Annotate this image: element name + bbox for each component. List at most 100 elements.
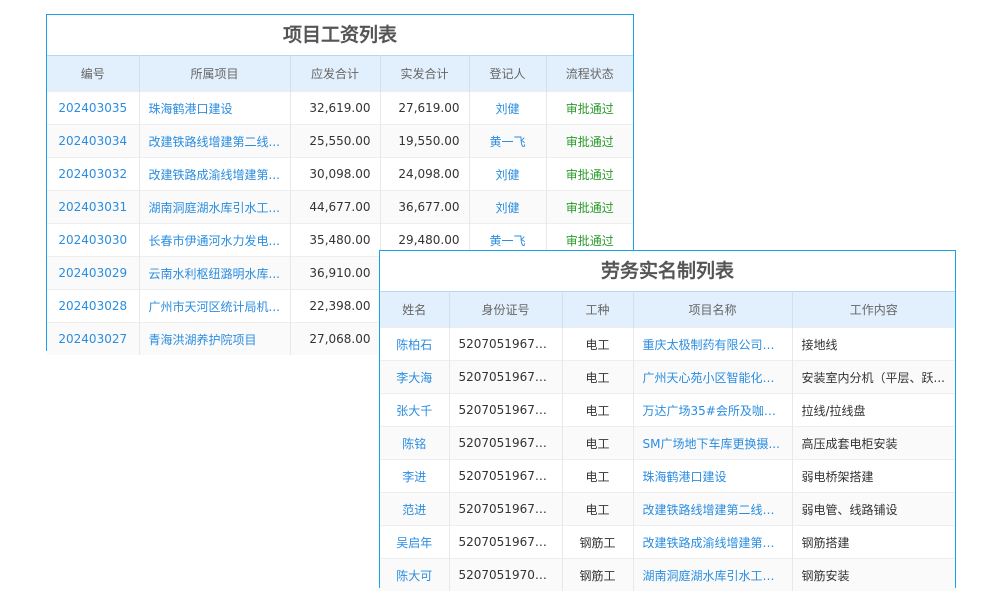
job-type: 电工	[562, 360, 634, 394]
job-type: 电工	[562, 426, 634, 460]
registrar-link[interactable]: 刘健	[469, 190, 547, 224]
worker-name-link[interactable]: 范进	[380, 492, 450, 526]
panel-title: 劳务实名制列表	[600, 260, 734, 282]
record-id-link[interactable]: 202403028	[47, 289, 140, 323]
column-header: 实发合计	[380, 55, 470, 92]
registrar-link[interactable]: 刘健	[469, 157, 547, 191]
table-row[interactable]: 陈铭 5207051967110... 电工 SM广场地下车库更换摄... 高压成套电柜…	[380, 426, 955, 460]
project-link[interactable]: 广州天心苑小区智能化系...	[633, 360, 793, 394]
column-header: 流程状态	[546, 55, 633, 92]
id-number: 520705196703...	[449, 459, 563, 493]
status-badge: 审批通过	[546, 124, 633, 158]
id-number: 520705197003...	[449, 558, 563, 591]
paid-total: 36,677.00	[380, 190, 470, 224]
table-row[interactable]: 202403031 湖南洞庭湖水库引水工... 44,677.00 36,677.00…	[47, 190, 633, 224]
registrar-link[interactable]: 黄一飞	[469, 124, 547, 158]
paid-total: 27,619.00	[380, 91, 470, 125]
table-row[interactable]: 范进 520705196703... 电工 改建铁路线增建第二线直... 弱电管、线路铺…	[380, 492, 955, 526]
job-type: 电工	[562, 459, 634, 493]
worker-name-link[interactable]: 陈铭	[380, 426, 450, 460]
column-header: 身份证号	[449, 291, 563, 328]
payable-total: 32,619.00	[290, 91, 381, 125]
worker-name-link[interactable]: 李大海	[380, 360, 450, 394]
project-link[interactable]: 改建铁路成渝线增建第...	[139, 157, 291, 191]
record-id-link[interactable]: 202403029	[47, 256, 140, 290]
id-number: 5207051967110...	[449, 360, 563, 394]
work-content: 弱电桥架搭建	[792, 459, 955, 493]
work-content: 钢筋搭建	[792, 525, 955, 559]
labor-realname-panel: 劳务实名制列表 姓名 身份证号 工种 项目名称 工作内容 陈柏石 520705196711…	[379, 250, 956, 591]
record-id-link[interactable]: 202403032	[47, 157, 140, 191]
table-row[interactable]: 吴启年 520705196703... 钢筋工 改建铁路成渝线增建第二... 钢筋搭建	[380, 525, 955, 559]
payable-total: 44,677.00	[290, 190, 381, 224]
project-link[interactable]: 重庆太极制药有限公司亳...	[633, 327, 793, 361]
job-type: 电工	[562, 393, 634, 427]
table-row[interactable]: 张大千 5207051967110... 电工 万达广场35#会所及咖啡... 拉线/拉…	[380, 393, 955, 427]
project-link[interactable]: 广州市天河区统计局机...	[139, 289, 291, 323]
id-number: 5207051967110...	[449, 426, 563, 460]
payable-total: 36,910.00	[290, 256, 381, 290]
project-link[interactable]: 珠海鹤港口建设	[139, 91, 291, 125]
record-id-link[interactable]: 202403031	[47, 190, 140, 224]
registrar-link[interactable]: 刘健	[469, 91, 547, 125]
id-number: 5207051967110...	[449, 327, 563, 361]
work-content: 弱电管、线路铺设	[792, 492, 955, 526]
record-id-link[interactable]: 202403035	[47, 91, 140, 125]
column-header: 姓名	[380, 291, 450, 328]
column-header: 项目名称	[633, 291, 793, 328]
project-link[interactable]: 万达广场35#会所及咖啡...	[633, 393, 793, 427]
table-row[interactable]: 陈柏石 5207051967110... 电工 重庆太极制药有限公司亳... 接地线	[380, 327, 955, 361]
project-link[interactable]: 改建铁路成渝线增建第二...	[633, 525, 793, 559]
status-badge: 审批通过	[546, 190, 633, 224]
payable-total: 27,068.00	[290, 322, 381, 355]
job-type: 电工	[562, 492, 634, 526]
project-link[interactable]: 湖南洞庭湖水库引水工...	[139, 190, 291, 224]
project-link[interactable]: SM广场地下车库更换摄...	[633, 426, 793, 460]
column-header: 应发合计	[290, 55, 381, 92]
record-id-link[interactable]: 202403027	[47, 322, 140, 355]
work-content: 安装室内分机（平层、跃...	[792, 360, 955, 394]
worker-name-link[interactable]: 吴启年	[380, 525, 450, 559]
table-row[interactable]: 李大海 5207051967110... 电工 广州天心苑小区智能化系... 安装室内分…	[380, 360, 955, 394]
status-badge: 审批通过	[546, 157, 633, 191]
project-link[interactable]: 改建铁路线增建第二线直...	[633, 492, 793, 526]
column-header: 工作内容	[792, 291, 955, 328]
record-id-link[interactable]: 202403030	[47, 223, 140, 257]
work-content: 拉线/拉线盘	[792, 393, 955, 427]
worker-name-link[interactable]: 张大千	[380, 393, 450, 427]
table-row[interactable]: 202403034 改建铁路线增建第二线... 25,550.00 19,550.00…	[47, 124, 633, 158]
id-number: 5207051967110...	[449, 393, 563, 427]
project-link[interactable]: 珠海鹤港口建设	[633, 459, 793, 493]
column-header: 所属项目	[139, 55, 291, 92]
table-row[interactable]: 李进 520705196703... 电工 珠海鹤港口建设 弱电桥架搭建	[380, 459, 955, 493]
id-number: 520705196703...	[449, 492, 563, 526]
project-link[interactable]: 湖南洞庭湖水库引水工程...	[633, 558, 793, 591]
table-row[interactable]: 陈大可 520705197003... 钢筋工 湖南洞庭湖水库引水工程... 钢筋安装	[380, 558, 955, 591]
id-number: 520705196703...	[449, 525, 563, 559]
work-content: 接地线	[792, 327, 955, 361]
payable-total: 30,098.00	[290, 157, 381, 191]
job-type: 钢筋工	[562, 558, 634, 591]
worker-name-link[interactable]: 李进	[380, 459, 450, 493]
project-link[interactable]: 云南水利枢纽潞明水库...	[139, 256, 291, 290]
record-id-link[interactable]: 202403034	[47, 124, 140, 158]
panel-title: 项目工资列表	[282, 24, 397, 46]
job-type: 钢筋工	[562, 525, 634, 559]
payable-total: 35,480.00	[290, 223, 381, 257]
work-content: 钢筋安装	[792, 558, 955, 591]
column-header: 编号	[47, 55, 140, 92]
table-row[interactable]: 202403035 珠海鹤港口建设 32,619.00 27,619.00 刘健 审批通过	[47, 91, 633, 125]
worker-name-link[interactable]: 陈柏石	[380, 327, 450, 361]
project-link[interactable]: 长春市伊通河水力发电...	[139, 223, 291, 257]
paid-total: 19,550.00	[380, 124, 470, 158]
paid-total: 24,098.00	[380, 157, 470, 191]
work-content: 高压成套电柜安装	[792, 426, 955, 460]
table-row[interactable]: 202403032 改建铁路成渝线增建第... 30,098.00 24,098.00…	[47, 157, 633, 191]
payable-total: 22,398.00	[290, 289, 381, 323]
project-link[interactable]: 改建铁路线增建第二线...	[139, 124, 291, 158]
status-badge: 审批通过	[546, 91, 633, 125]
worker-name-link[interactable]: 陈大可	[380, 558, 450, 591]
project-link[interactable]: 青海洪湖养护院项目	[139, 322, 291, 355]
job-type: 电工	[562, 327, 634, 361]
payable-total: 25,550.00	[290, 124, 381, 158]
